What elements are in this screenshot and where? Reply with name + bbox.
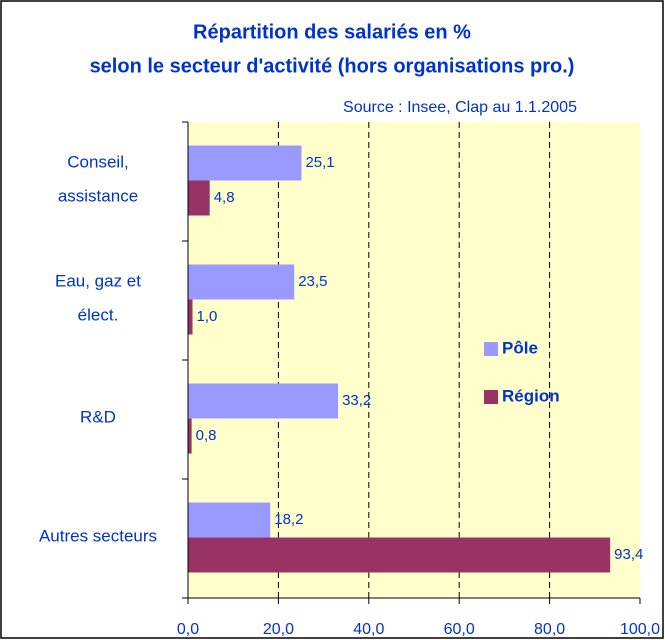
x-tick-label: 20,0	[263, 621, 294, 638]
x-tick-label: 0,0	[177, 621, 199, 638]
y-tick-label: R&D	[80, 408, 116, 427]
bar	[188, 299, 193, 335]
x-tick-label: 60,0	[444, 621, 475, 638]
bar	[188, 418, 192, 454]
x-tick-label: 40,0	[353, 621, 384, 638]
bar	[188, 264, 295, 300]
chart-title: selon le secteur d'activité (hors organi…	[90, 55, 575, 77]
value-label: 25,1	[305, 154, 334, 171]
value-label: 23,5	[298, 273, 327, 290]
legend-label: Région	[502, 386, 560, 405]
bar	[188, 383, 339, 419]
x-tick-label: 80,0	[534, 621, 565, 638]
value-label: 0,8	[196, 427, 217, 444]
legend-label: Pôle	[502, 338, 538, 357]
x-tick-label: 100,0	[620, 621, 660, 638]
bar	[188, 502, 271, 538]
value-label: 93,4	[614, 546, 643, 563]
y-tick-label: Autres secteurs	[39, 527, 157, 546]
y-tick-label: Conseil, assistance	[58, 153, 138, 206]
value-label: 4,8	[214, 189, 235, 206]
bar	[188, 145, 302, 181]
value-label: 1,0	[197, 308, 218, 325]
chart-title: Répartition des salariés en %	[193, 21, 471, 43]
bar	[188, 537, 611, 573]
bar	[188, 180, 210, 216]
value-label: 18,2	[274, 511, 303, 528]
source: Source : Insee, Clap au 1.1.2005	[343, 99, 577, 116]
value-label: 33,2	[342, 392, 371, 409]
legend-swatch	[484, 342, 498, 356]
y-tick-label: Eau, gaz et élect.	[55, 272, 141, 325]
legend-swatch	[484, 390, 498, 404]
